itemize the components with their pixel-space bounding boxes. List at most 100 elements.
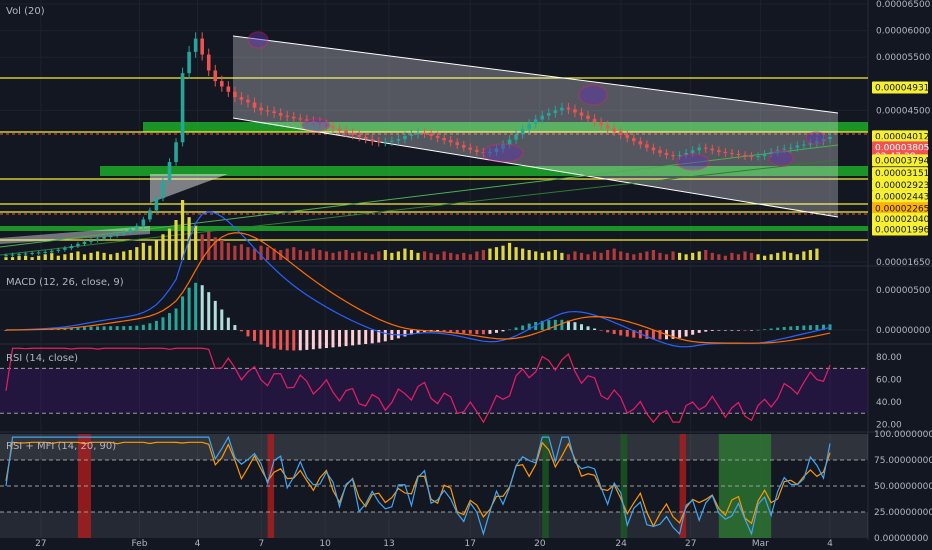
highlight-ellipse [805,131,827,145]
macd-histogram-bar [357,330,361,345]
signal-line [5,232,831,344]
macd-histogram-bar [789,326,793,330]
candle-body [703,147,708,149]
green-zone-upper [143,122,868,132]
candle-body [108,235,113,237]
rsimfi-tick-label: 100.00000000 [874,430,932,440]
candle-body [795,145,800,148]
candle-body [749,156,754,158]
macd-histogram-bar [122,326,126,330]
candle-body [76,243,80,247]
rsi-tick-label: 80.00 [876,353,902,363]
candle-body [56,249,61,251]
candle-body [121,232,126,234]
candle-body [808,143,813,145]
candle-body [468,147,473,150]
volume-bar [194,225,198,260]
rsimfi-tick-label: 25.00000000 [874,508,932,518]
volume-bar [664,254,669,260]
macd-histogram-bar [396,330,400,339]
candle-body [828,136,832,140]
volume-bar [730,252,734,260]
candle-body [586,115,590,119]
price-tag-label: 0.00002040 [875,215,930,225]
candle-body [390,140,394,142]
candle-body [475,149,479,152]
candle-body [89,240,93,242]
macd-histogram-bar [573,322,577,330]
macd-histogram-bar [220,309,224,330]
macd-histogram-bar [324,330,328,349]
macd-histogram-bar [619,330,623,336]
candle-body [272,111,276,114]
candle-body [102,236,106,239]
macd-histogram-bar [364,330,368,345]
macd-histogram-bar [736,330,740,331]
macd-histogram-bar [338,330,342,347]
volume-bar [403,248,407,260]
candle-body [23,253,28,255]
macd-histogram-bar [828,324,832,330]
macd-histogram-bar [383,330,387,342]
candle-body [546,113,551,116]
macd-histogram-bar [305,330,309,350]
candle-body [625,134,630,139]
volume-bar [625,252,629,260]
candle-body [455,142,460,145]
macd-histogram-bar [468,330,472,334]
channel-lower-line [232,117,839,218]
candle-body [481,151,486,153]
volume-bar [95,251,100,260]
candle-body [174,142,178,162]
macd-histogram-bar [4,330,8,331]
candle-body [291,116,296,119]
volume-bar [292,247,296,260]
candle-body [344,130,348,133]
highlight-ellipse [578,84,608,106]
x-tick-label: 17 [464,539,475,549]
volume-bar [763,255,767,260]
rsi-tick-label: 20.00 [876,420,902,430]
candle-body [298,118,303,120]
rsi-line [5,347,831,424]
macd-histogram-bar [475,330,479,335]
candle-body [553,110,558,114]
rsimfi-highlight-zone [542,434,549,538]
volume-bar [723,255,727,260]
volume-bar [128,250,132,260]
candle-body [743,155,747,157]
macd-histogram-bar [743,330,747,331]
volume-bar [239,244,244,260]
candle-body [167,161,172,181]
macd-histogram-bar [704,330,708,332]
highlight-ellipse [768,149,794,167]
macd-histogram-bar [135,325,139,330]
green-zone-bottom [0,226,868,231]
candle-body [259,107,263,111]
volume-bar [311,248,315,260]
volume-bar [710,252,714,260]
candle-body [730,152,734,155]
price-tag-label: 0.00004931 [875,83,929,93]
volume-bar [76,251,80,260]
macd-histogram-bar [750,330,754,331]
volume-bar [43,254,47,260]
volume-bar [259,245,263,260]
macd-histogram-bar [292,330,296,351]
candle-body [638,141,643,145]
volume-bar [148,245,152,260]
candle-body [815,141,819,144]
candle-body [501,144,505,149]
volume-bar [56,255,60,260]
volume-bar [756,254,760,260]
macd-histogram-bar [802,325,806,330]
candle-body [461,144,466,148]
volume-bar [285,248,289,260]
candle-body [697,147,702,151]
price-pane-title: Vol (20) [6,6,45,17]
volume-bar [704,250,708,260]
macd-histogram-bar [194,282,198,330]
macd-histogram-bar [612,330,616,335]
candle-body [193,38,198,52]
price-tick-label: 0.00006000 [876,27,931,37]
